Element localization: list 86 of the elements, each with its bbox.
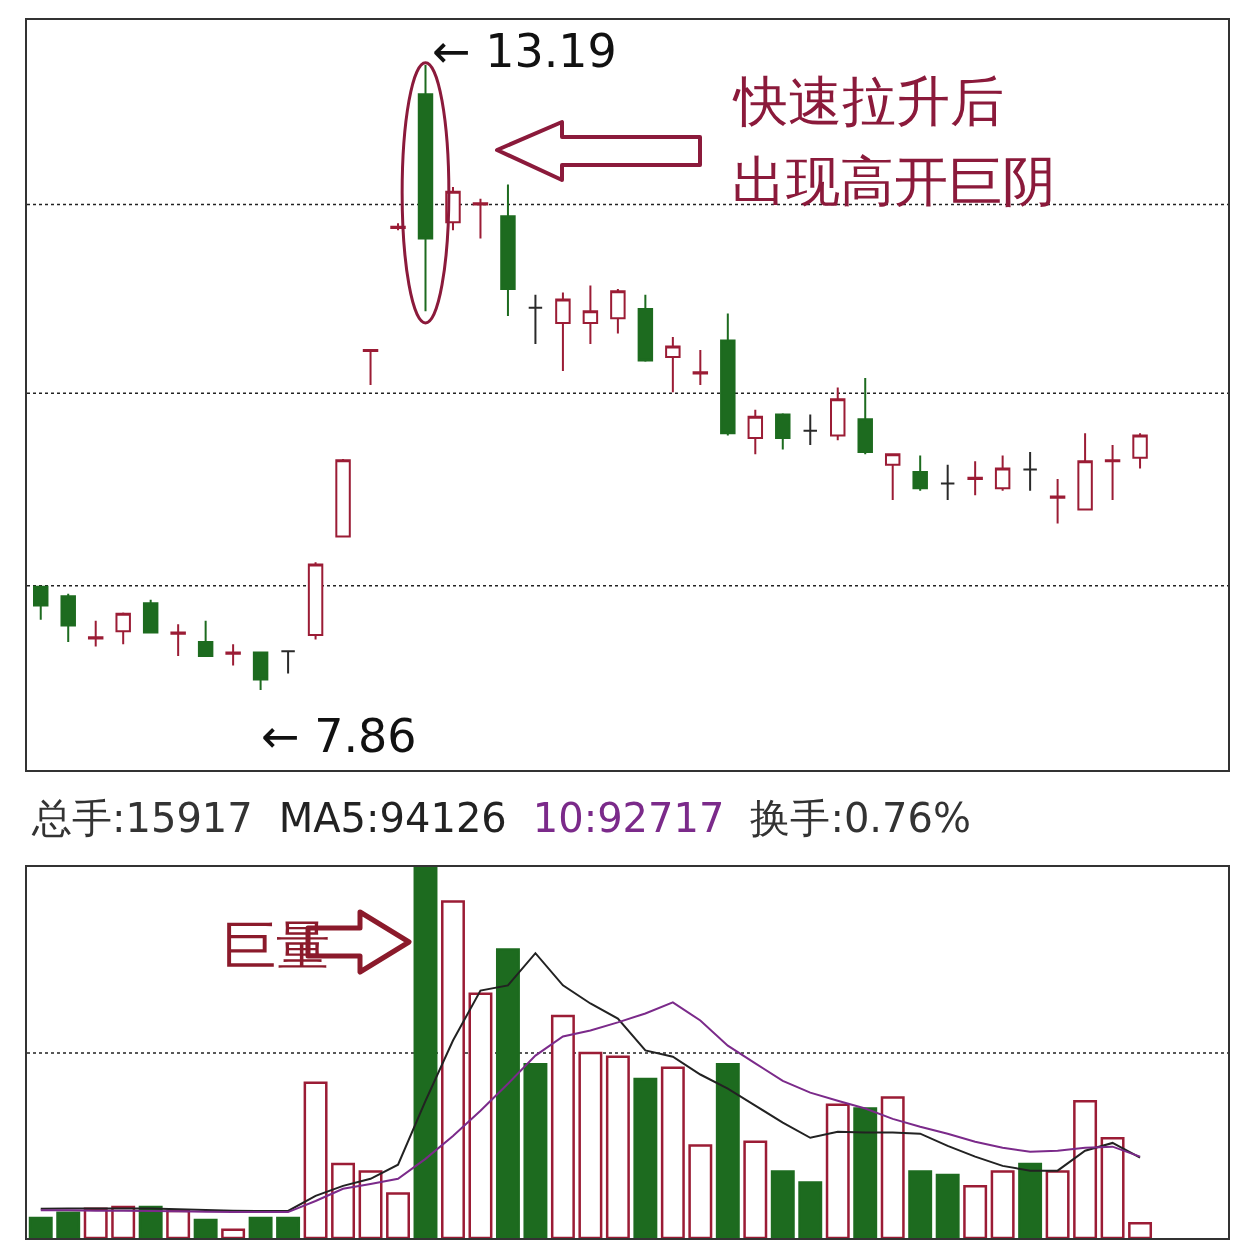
annotation: 出现高开巨阴 (732, 150, 1056, 213)
bar (578, 1051, 603, 1238)
text: 换手:0.76% (750, 795, 971, 841)
bar (221, 1228, 246, 1238)
candlestick (1077, 432, 1093, 511)
bar (550, 1014, 575, 1238)
bar (1045, 1170, 1070, 1238)
candlestick (307, 561, 324, 641)
bar (28, 1216, 53, 1238)
candlestick (665, 336, 681, 394)
candlestick (170, 623, 186, 657)
bar (1128, 1221, 1153, 1238)
bar (1073, 1099, 1098, 1238)
candlestick (884, 452, 901, 502)
candlestick (115, 611, 131, 646)
bar (468, 992, 493, 1238)
bar (523, 1062, 548, 1238)
bar (56, 1211, 81, 1238)
bar (193, 1218, 218, 1238)
candlestick (1049, 477, 1066, 525)
candlestick (830, 386, 846, 442)
bar (880, 1096, 905, 1238)
text: MA5:94126 (278, 795, 507, 841)
candlestick (500, 183, 516, 317)
candlestick (912, 454, 928, 492)
candlestick (472, 197, 489, 240)
bar (166, 1209, 191, 1238)
bar (1100, 1136, 1125, 1238)
bar (798, 1181, 823, 1238)
candlestick (252, 651, 269, 691)
bar (358, 1170, 383, 1238)
candlestick (994, 454, 1011, 492)
bar (908, 1170, 933, 1238)
bar (715, 1062, 740, 1238)
candlestick (582, 284, 599, 346)
bar (660, 1066, 685, 1238)
bar (83, 1207, 108, 1238)
candlestick (1132, 432, 1148, 470)
bar (248, 1216, 273, 1238)
annotation: 快速拉升后 (732, 70, 1004, 133)
candlestick (527, 293, 544, 346)
candlestick (1022, 450, 1038, 492)
bar (990, 1170, 1015, 1238)
candlestick (33, 584, 49, 621)
annotation: ← 13.19 (432, 24, 617, 78)
candlestick (280, 649, 296, 675)
bar (688, 1144, 713, 1238)
candlestick (775, 412, 791, 451)
candlestick (197, 619, 214, 657)
bar (770, 1170, 795, 1238)
bar (331, 1162, 356, 1238)
candlestick (637, 293, 654, 363)
text: 10:92717 (532, 795, 725, 841)
bar (386, 1192, 410, 1238)
candlestick (747, 408, 764, 456)
candlestick (225, 643, 241, 667)
bar (633, 1077, 658, 1238)
candlestick (555, 291, 571, 373)
candlestick (87, 619, 104, 648)
bar (303, 1081, 328, 1238)
text: ← 7.86 (261, 709, 417, 763)
candlestick (60, 592, 76, 643)
candlestick (967, 460, 983, 497)
candlestick (1104, 443, 1121, 502)
bar (853, 1107, 878, 1238)
candlestick (142, 598, 159, 634)
candlestick (362, 348, 379, 387)
bar (276, 1216, 301, 1238)
bar (1018, 1162, 1043, 1238)
bar (413, 867, 438, 1238)
candlestick (720, 312, 736, 437)
bar (495, 948, 520, 1238)
candlestick (335, 458, 351, 539)
candlestick (692, 348, 709, 387)
bar (605, 1055, 630, 1238)
candlestick (802, 413, 818, 446)
bar (935, 1173, 960, 1238)
candlestick (610, 287, 626, 335)
text: 总手:15917 (32, 795, 253, 841)
bar (825, 1103, 850, 1238)
bar (441, 900, 465, 1238)
candlestick (939, 463, 956, 502)
candlestick (417, 64, 434, 313)
bar (963, 1184, 988, 1238)
candlestick (857, 377, 873, 456)
bar (743, 1140, 768, 1238)
